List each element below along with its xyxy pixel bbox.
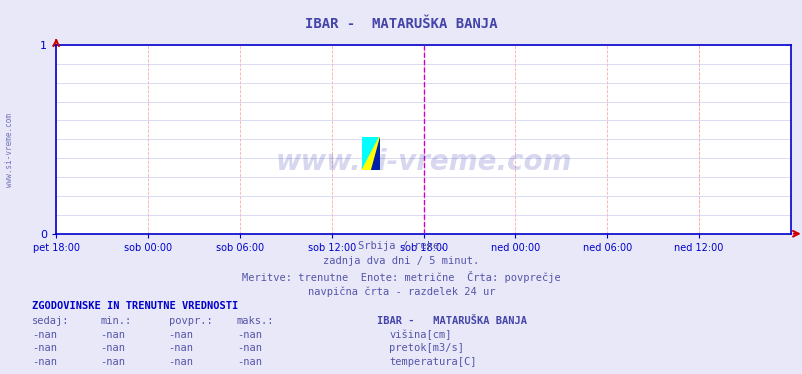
Text: -nan: -nan — [32, 330, 57, 340]
Text: temperatura[C]: temperatura[C] — [389, 357, 476, 367]
Text: povpr.:: povpr.: — [168, 316, 212, 326]
Polygon shape — [362, 137, 379, 170]
Text: Meritve: trenutne  Enote: metrične  Črta: povprečje: Meritve: trenutne Enote: metrične Črta: … — [242, 271, 560, 283]
Text: www.si-vreme.com: www.si-vreme.com — [275, 148, 571, 176]
Text: -nan: -nan — [168, 357, 193, 367]
Text: min.:: min.: — [100, 316, 132, 326]
Polygon shape — [362, 137, 379, 170]
Text: Srbija / reke.: Srbija / reke. — [358, 241, 444, 251]
Polygon shape — [362, 137, 379, 170]
Text: -nan: -nan — [32, 343, 57, 353]
Text: -nan: -nan — [168, 330, 193, 340]
Text: ZGODOVINSKE IN TRENUTNE VREDNOSTI: ZGODOVINSKE IN TRENUTNE VREDNOSTI — [32, 301, 238, 311]
Text: -nan: -nan — [168, 343, 193, 353]
Bar — [371, 137, 379, 170]
Text: -nan: -nan — [32, 357, 57, 367]
Text: -nan: -nan — [100, 343, 125, 353]
Polygon shape — [371, 137, 379, 170]
Text: IBAR -   MATARUŠKA BANJA: IBAR - MATARUŠKA BANJA — [377, 316, 527, 326]
Text: pretok[m3/s]: pretok[m3/s] — [389, 343, 464, 353]
Text: www.si-vreme.com: www.si-vreme.com — [5, 113, 14, 187]
Text: -nan: -nan — [237, 330, 261, 340]
Text: IBAR -  MATARUŠKA BANJA: IBAR - MATARUŠKA BANJA — [305, 17, 497, 31]
Text: višina[cm]: višina[cm] — [389, 330, 452, 340]
Text: sedaj:: sedaj: — [32, 316, 70, 326]
Text: zadnja dva dni / 5 minut.: zadnja dva dni / 5 minut. — [323, 256, 479, 266]
Text: -nan: -nan — [100, 330, 125, 340]
Text: navpična črta - razdelek 24 ur: navpična črta - razdelek 24 ur — [307, 286, 495, 297]
Polygon shape — [362, 137, 379, 170]
Text: maks.:: maks.: — [237, 316, 274, 326]
Text: -nan: -nan — [100, 357, 125, 367]
Text: -nan: -nan — [237, 357, 261, 367]
Text: -nan: -nan — [237, 343, 261, 353]
